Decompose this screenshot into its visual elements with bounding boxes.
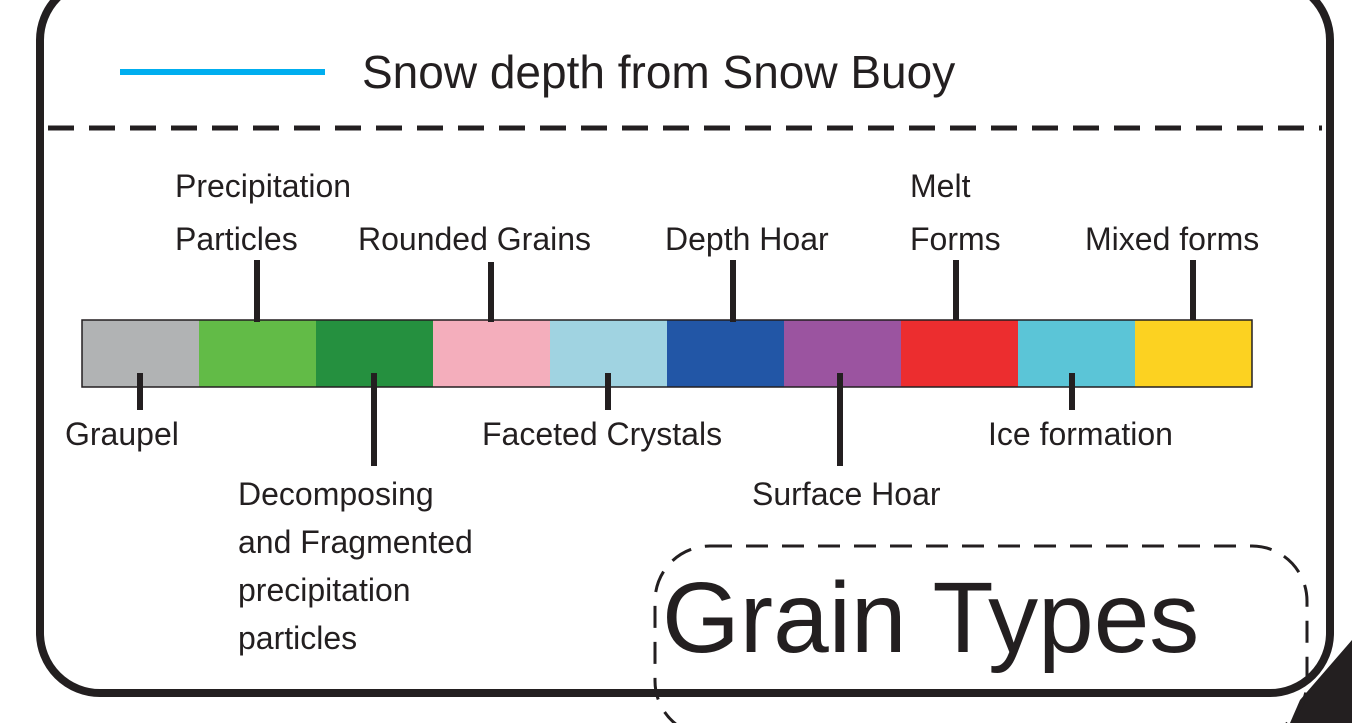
- grain-swatch: [199, 320, 316, 387]
- bar-outline: [81, 319, 1253, 388]
- grain-swatch: [667, 320, 784, 387]
- legend-label: Snow depth from Snow Buoy: [362, 46, 955, 98]
- grain-label: particles: [238, 620, 357, 656]
- grain-swatch: [1018, 320, 1135, 387]
- grain-bar: Graupel Precipitation Particles Decomposing…: [65, 168, 1259, 656]
- grain-label: Depth Hoar: [665, 221, 829, 257]
- grain-label: Rounded Grains: [358, 221, 591, 257]
- grain-label: and Fragmented: [238, 524, 473, 560]
- grain-label: Particles: [175, 221, 298, 257]
- title: Grain Types: [662, 562, 1199, 674]
- grain-swatch: [1135, 320, 1252, 387]
- grain-label: Melt: [910, 168, 971, 204]
- grain-label: Forms: [910, 221, 1001, 257]
- grain-label: Ice formation: [988, 416, 1173, 452]
- grain-label: Mixed forms: [1085, 221, 1259, 257]
- grain-swatch: [433, 320, 550, 387]
- grain-label: Precipitation: [175, 168, 351, 204]
- grain-label: Faceted Crystals: [482, 416, 722, 452]
- grain-label: Graupel: [65, 416, 179, 452]
- title-box: [653, 544, 1309, 723]
- corner-shadow: [1290, 640, 1352, 723]
- grain-swatch: [901, 320, 1018, 387]
- grain-label: Surface Hoar: [752, 476, 941, 512]
- grain-label: Decomposing: [238, 476, 434, 512]
- grain-label: precipitation: [238, 572, 411, 608]
